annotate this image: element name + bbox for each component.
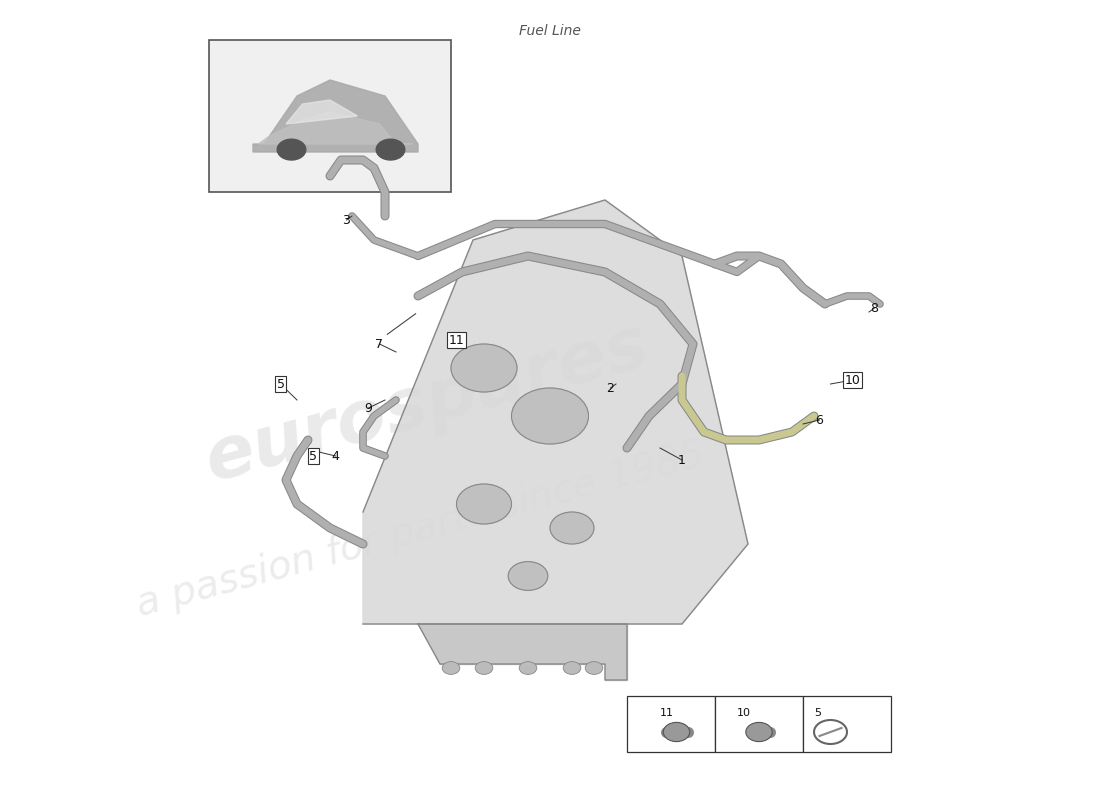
Circle shape xyxy=(451,344,517,392)
Text: 6: 6 xyxy=(815,414,824,426)
Circle shape xyxy=(585,662,603,674)
Polygon shape xyxy=(363,200,748,624)
Circle shape xyxy=(442,662,460,674)
Bar xyxy=(715,696,803,752)
Text: 10: 10 xyxy=(845,374,860,386)
Text: 3: 3 xyxy=(342,214,351,226)
Circle shape xyxy=(512,388,588,444)
Polygon shape xyxy=(286,100,358,124)
Circle shape xyxy=(376,139,405,160)
Text: 2: 2 xyxy=(606,382,615,394)
Text: 8: 8 xyxy=(870,302,879,314)
Text: 11: 11 xyxy=(660,708,674,718)
Text: 5: 5 xyxy=(276,378,285,390)
Text: 4: 4 xyxy=(331,450,340,462)
Text: Fuel Line: Fuel Line xyxy=(519,24,581,38)
Polygon shape xyxy=(418,624,627,680)
Text: eurospares: eurospares xyxy=(198,311,657,496)
Text: 5: 5 xyxy=(814,708,821,718)
Circle shape xyxy=(563,662,581,674)
Text: a passion for parts since 1985: a passion for parts since 1985 xyxy=(132,435,710,624)
FancyBboxPatch shape xyxy=(209,40,451,192)
Circle shape xyxy=(550,512,594,544)
Circle shape xyxy=(746,722,772,742)
Text: 1: 1 xyxy=(678,454,686,466)
Polygon shape xyxy=(258,112,412,144)
Text: 11: 11 xyxy=(449,334,464,346)
Text: 9: 9 xyxy=(364,402,373,414)
Text: 10: 10 xyxy=(737,708,751,718)
Circle shape xyxy=(663,722,690,742)
Circle shape xyxy=(475,662,493,674)
Circle shape xyxy=(277,139,306,160)
Circle shape xyxy=(456,484,512,524)
Circle shape xyxy=(519,662,537,674)
Bar xyxy=(803,696,891,752)
Text: 5: 5 xyxy=(309,450,318,462)
Bar xyxy=(627,696,715,752)
Polygon shape xyxy=(253,80,418,152)
Text: 7: 7 xyxy=(375,338,384,350)
Circle shape xyxy=(508,562,548,590)
